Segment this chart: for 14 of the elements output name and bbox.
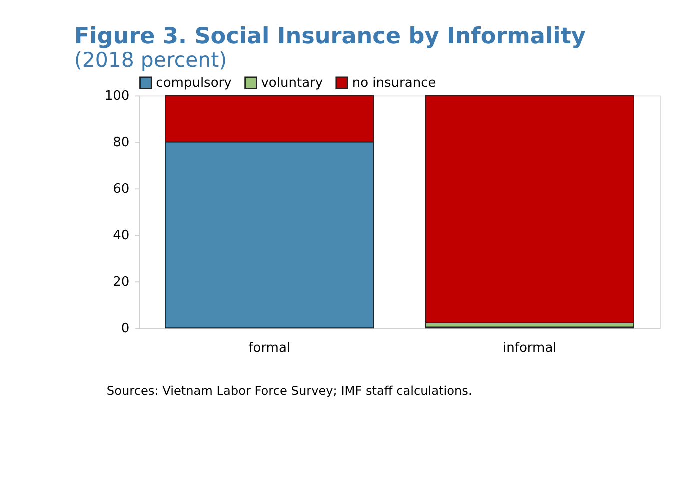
legend-label: compulsory bbox=[156, 76, 232, 91]
x-tick-label: informal bbox=[503, 340, 557, 356]
y-tick-label: 100 bbox=[104, 88, 130, 104]
y-tick-label: 80 bbox=[113, 135, 130, 150]
y-tick-label: 20 bbox=[113, 274, 130, 290]
x-tick-label: formal bbox=[248, 340, 291, 356]
y-tick-label: 60 bbox=[113, 182, 130, 197]
legend-label: no insurance bbox=[352, 76, 436, 91]
y-tick-label: 0 bbox=[121, 321, 130, 336]
source-note: Sources: Vietnam Labor Force Survey; IMF staff calculations. bbox=[106, 384, 472, 398]
legend-label: voluntary bbox=[261, 76, 324, 91]
chart-subtitle: (2018 percent) bbox=[74, 48, 228, 72]
y-tick-label: 40 bbox=[113, 228, 130, 244]
chart-title: Figure 3. Social Insurance by Informality bbox=[74, 24, 586, 50]
